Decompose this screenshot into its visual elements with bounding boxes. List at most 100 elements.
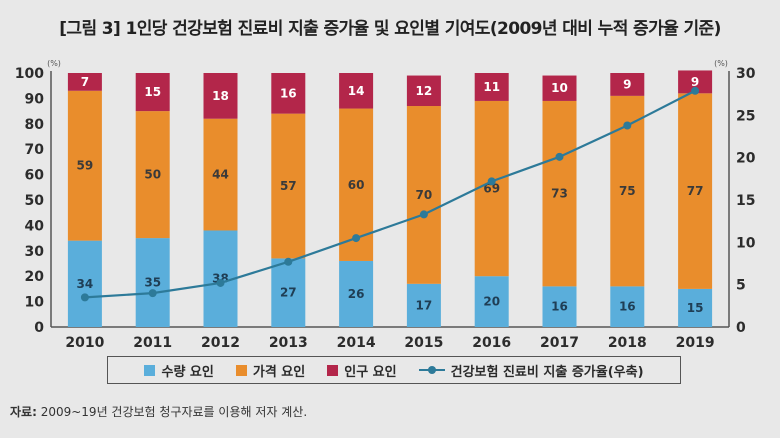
bar-segment [542,286,577,327]
bar-value-label: 14 [348,84,365,98]
bar-value-label: 9 [691,75,699,89]
right-tick-label: 5 [736,278,746,294]
bar-value-label: 57 [280,179,297,193]
bars: 3459735501538441827571626601417701220691… [67,70,713,327]
right-tick-label: 30 [736,66,756,82]
growth-line-path [84,89,696,299]
growth-line-point [623,121,632,130]
source-note: 자료: 2009~19년 건강보험 청구자료를 이용해 저자 계산. [10,403,307,420]
legend-label: 수량 요인 [161,364,214,380]
bar-stack: 35 50 15 [135,73,170,327]
bar-stack: 34 59 7 [67,73,102,327]
legend-item: 인구 요인 [327,361,397,380]
left-tick-label: 10 [25,295,45,311]
bar-segment [271,73,306,114]
bar-value-label: 35 [144,276,161,290]
legend-item: 가격 요인 [235,361,306,380]
chart: 0102030405060708090100(%)051015202530(%)… [15,59,756,350]
bar-segment [135,73,170,112]
x-labels: 2010 2011 2012 2013 2014 2015 2016 2017 2018 2019 [65,335,714,350]
growth-line-point [555,152,564,161]
right-tick-label: 0 [736,320,746,336]
bar-segment [339,73,374,109]
bar-segment [474,73,509,101]
bar-value-label: 50 [144,168,161,182]
x-tick-label: 2011 [133,335,172,350]
bar-value-label: 60 [348,178,365,192]
bar-segment [678,70,713,94]
bar-segment [678,93,713,289]
bar-stack: 17 70 12 [406,75,441,327]
legend-label: 인구 요인 [344,364,397,380]
bar-stack: 15 77 9 [678,70,713,327]
bar-value-label: 26 [348,287,365,301]
bar-segment [135,111,170,239]
left-tick-label: 30 [25,244,45,260]
left-tick-label: 20 [25,269,45,285]
x-tick-label: 2013 [269,335,308,350]
legend-item: 건강보험 진료비 지출 증가율(우축) [418,361,644,380]
x-tick-label: 2018 [608,335,647,350]
right-tick-label: 10 [736,235,756,251]
growth-line-point [216,278,225,287]
legend-label: 가격 요인 [252,364,306,380]
x-tick-label: 2010 [65,335,104,350]
bar-stack: 26 60 14 [339,73,374,327]
bar-stack: 16 75 9 [610,73,645,327]
bar-value-label: 9 [623,77,631,91]
bar-value-label: 7 [81,75,89,89]
bar-value-label: 10 [551,81,568,95]
growth-line-point [419,210,428,219]
bar-stack: 27 57 16 [271,73,306,327]
x-tick-label: 2012 [201,335,240,350]
right-tick-label: 15 [736,193,755,209]
bar-segment [542,75,577,101]
legend-item: 수량 요인 [144,361,214,380]
bar-value-label: 27 [280,286,297,300]
legend-label: 건강보험 진료비 지출 증가율(우축) [450,364,644,380]
bar-segment [406,283,441,327]
growth-line-point [691,86,700,95]
bar-segment [474,276,509,327]
bar-stack: 16 73 10 [542,75,577,327]
x-tick-label: 2015 [404,335,443,350]
bar-value-label: 17 [416,298,433,312]
x-tick-label: 2019 [676,335,715,350]
bar-value-label: 18 [212,89,229,103]
x-tick-label: 2017 [540,335,579,350]
bar-segment [67,73,102,91]
bar-value-label: 11 [483,80,500,94]
left-tick-label: 100 [15,66,44,82]
growth-line-point [352,234,361,243]
bar-value-label: 15 [687,301,704,315]
bar-value-label: 70 [416,188,433,202]
bar-segment [67,90,102,241]
bar-segment [203,73,238,119]
bar-value-label: 44 [212,168,229,182]
bar-segment [67,240,102,327]
bar-stack: 20 69 11 [474,73,509,327]
legend-swatch-icon [327,364,339,376]
bar-value-label: 75 [619,184,636,198]
bar-segment [271,258,306,327]
bar-segment [610,73,645,96]
bar-value-label: 16 [551,300,568,314]
source-label: 자료: [10,405,37,419]
growth-line-point [284,257,293,266]
bar-value-label: 34 [77,277,94,291]
growth-line-point [487,177,496,186]
bar-segment [678,288,713,327]
bar-segment [339,260,374,327]
bar-value-label: 16 [619,300,636,314]
bar-segment [203,118,238,231]
chart-title: [그림 3] 1인당 건강보험 진료비 지출 증가율 및 요인별 기여도(200… [59,19,721,39]
legend-swatch-icon [144,364,156,376]
bar-segment [406,75,441,107]
bar-value-label: 16 [280,86,297,100]
x-tick-label: 2014 [337,335,376,350]
bar-segment [610,286,645,327]
bar-segment [406,106,441,284]
right-tick-label: 25 [736,108,755,124]
growth-line-point [80,293,89,302]
